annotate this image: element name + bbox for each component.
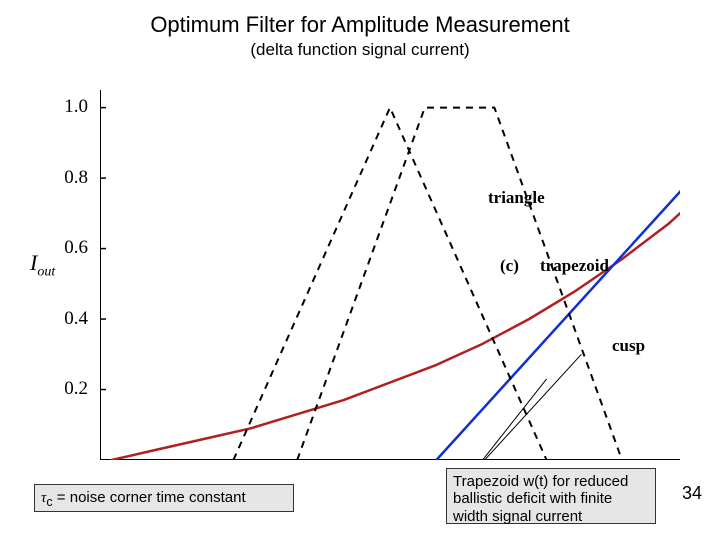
note-left-text: = noise corner time constant: [57, 489, 246, 506]
annotation-c: (c): [500, 256, 519, 276]
slide-number: 34: [682, 483, 702, 504]
y-axis-label: Iout: [30, 250, 55, 280]
y-tick-label: 0.2: [48, 378, 88, 400]
annotation-triangle: triangle: [488, 188, 545, 208]
y-tick-label: 1.0: [48, 96, 88, 118]
page-title: Optimum Filter for Amplitude Measurement: [0, 12, 720, 38]
y-axis-label-sub: out: [37, 264, 55, 279]
tau-subscript: c: [46, 495, 52, 509]
y-tick-label: 0.4: [48, 308, 88, 330]
note-right: Trapezoid w(t) for reduced ballistic def…: [446, 468, 656, 524]
annotation-cusp: cusp: [612, 336, 645, 356]
note-left: τc = noise corner time constant: [34, 484, 294, 512]
page-subtitle: (delta function signal current): [0, 40, 720, 60]
slide-root: { "title": { "text": "Optimum Filter for…: [0, 0, 720, 540]
annotation-trapezoid: trapezoid: [540, 256, 609, 276]
y-tick-label: 0.8: [48, 167, 88, 189]
